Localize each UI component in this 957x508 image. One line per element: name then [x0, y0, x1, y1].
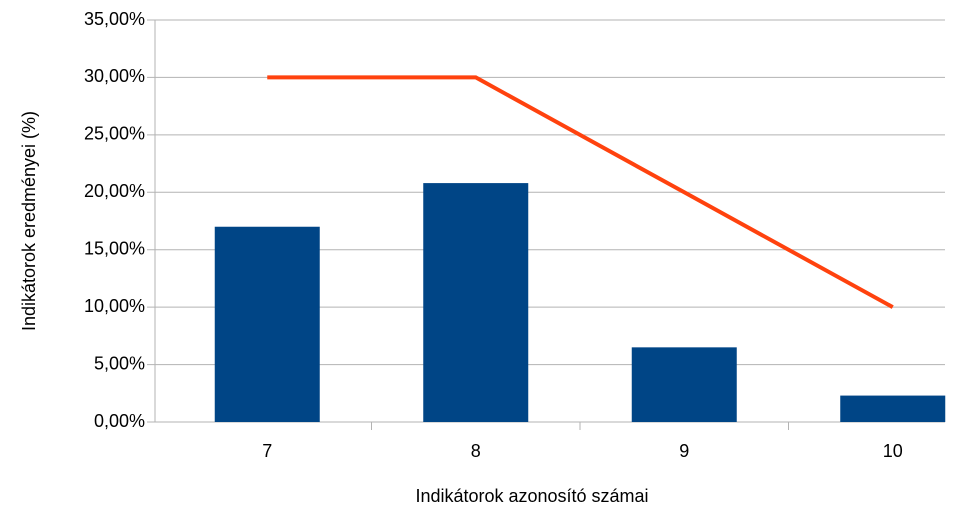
x-tick-label: 7 — [262, 441, 272, 461]
x-tick-label: 10 — [883, 441, 903, 461]
y-tick-label: 0,00% — [94, 411, 145, 431]
line — [267, 75, 894, 309]
y-tick-label: 35,00% — [84, 9, 145, 29]
y-tick-label: 30,00% — [84, 66, 145, 86]
bar — [214, 226, 320, 422]
y-tick-label: 25,00% — [84, 124, 145, 144]
bar — [840, 395, 946, 422]
x-tick-label: 9 — [679, 441, 689, 461]
bar — [631, 347, 737, 422]
y-tick-label: 15,00% — [84, 238, 145, 258]
y-tick-label: 10,00% — [84, 296, 145, 316]
y-tick-label: 5,00% — [94, 353, 145, 373]
x-axis-title: Indikátorok azonosító számai — [415, 486, 648, 506]
x-tick-label: 8 — [471, 441, 481, 461]
y-tick-label: 20,00% — [84, 181, 145, 201]
bar — [423, 183, 529, 422]
y-axis-title: Indikátorok eredményei (%) — [19, 111, 39, 331]
